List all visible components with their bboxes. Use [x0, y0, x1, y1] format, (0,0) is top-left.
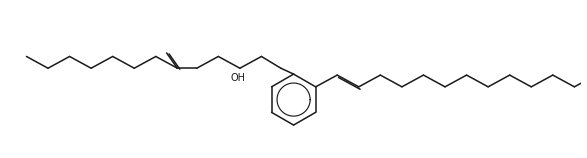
- Text: OH: OH: [231, 73, 245, 83]
